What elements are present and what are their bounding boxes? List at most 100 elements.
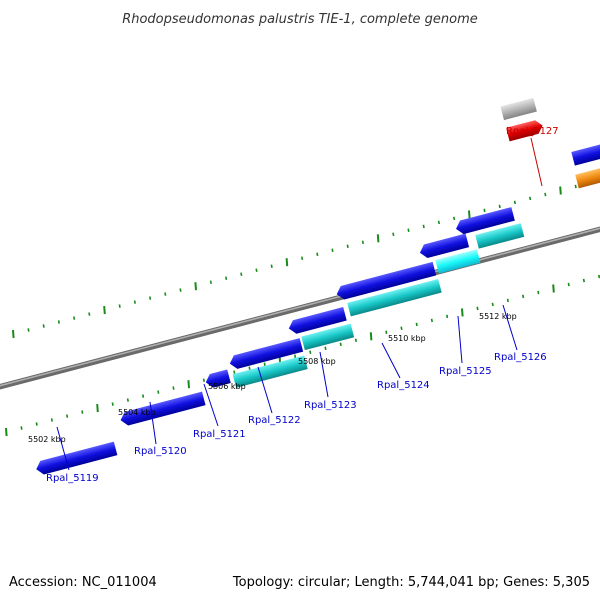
scale-label-5504: 5504 kbp — [118, 408, 156, 417]
tick-mark-forward — [103, 306, 106, 315]
scale-label-5506: 5506 kbp — [208, 382, 246, 391]
tick-mark-reverse — [567, 282, 570, 287]
tick-mark-reverse — [446, 314, 449, 319]
tick-mark-reverse — [35, 422, 38, 426]
gene-label-leaders — [56, 137, 543, 471]
tick-mark-reverse — [369, 332, 373, 341]
tick-mark-forward — [468, 210, 471, 219]
tick-mark-reverse — [96, 404, 99, 413]
tick-mark-forward — [27, 328, 30, 332]
tick-mark-forward — [544, 192, 547, 197]
gene-arrow-orange[interactable] — [575, 164, 600, 189]
tick-mark-forward — [301, 256, 304, 260]
gene-arrow-rpal-5127-red[interactable] — [506, 119, 544, 142]
gene-bar-rpal-5125[interactable] — [435, 249, 481, 274]
tick-mark-forward — [57, 320, 60, 324]
tick-mark-forward — [498, 204, 501, 209]
tick-mark-forward — [164, 292, 167, 296]
tick-mark-reverse — [522, 294, 525, 299]
tick-mark-reverse — [430, 318, 433, 323]
tick-mark-reverse — [598, 274, 600, 279]
tick-mark-reverse — [476, 306, 479, 311]
tick-mark-reverse — [202, 378, 205, 382]
gene-bar-rpal-5126[interactable] — [475, 223, 525, 249]
tick-mark-reverse — [233, 370, 236, 374]
tick-mark-reverse — [187, 380, 190, 389]
tick-mark-forward — [529, 196, 532, 201]
gene-features — [34, 97, 600, 476]
scale-label-5512: 5512 kbp — [479, 312, 517, 321]
tick-mark-forward — [240, 272, 243, 276]
map-title: Rhodopseudomonas palustris TIE-1, comple… — [122, 12, 478, 27]
tick-mark-reverse — [294, 354, 297, 358]
tick-mark-reverse — [552, 284, 555, 293]
scale-label-5508: 5508 kbp — [298, 357, 336, 366]
tick-mark-reverse — [415, 322, 418, 327]
gene-arrow-rpal-5127-grey[interactable] — [500, 97, 537, 121]
tick-mark-reverse — [50, 418, 53, 422]
tick-mark-reverse — [81, 410, 84, 414]
tick-mark-reverse — [263, 362, 266, 366]
tick-mark-reverse — [324, 346, 327, 351]
gene-arrow-blue-right-edge[interactable] — [571, 142, 600, 166]
tick-mark-forward — [225, 276, 228, 280]
accession-text: Accession: NC_011004 — [9, 575, 157, 590]
tick-mark-reverse — [157, 390, 160, 394]
tick-mark-forward — [437, 220, 440, 225]
tick-mark-forward — [88, 312, 91, 316]
gene-arrow-rpal-5121[interactable] — [204, 369, 231, 389]
tick-mark-forward — [559, 186, 562, 195]
tick-mark-reverse — [66, 414, 69, 418]
tick-mark-forward — [513, 200, 516, 205]
tick-mark-reverse — [354, 338, 357, 343]
tick-mark-forward — [453, 216, 456, 221]
tick-mark-forward — [407, 228, 410, 233]
tick-marks-reverse — [5, 274, 600, 437]
tick-mark-forward — [392, 232, 395, 237]
gene-bar-rpal-5124[interactable] — [347, 278, 442, 317]
gene-arrow-rpal-5124[interactable] — [335, 261, 437, 301]
tick-mark-reverse — [385, 330, 388, 335]
tick-mark-forward — [42, 324, 45, 328]
gene-label-rpal-5125[interactable]: Rpal_5125 — [439, 366, 492, 377]
tick-mark-reverse — [111, 402, 114, 406]
gene-label-rpal-5123[interactable]: Rpal_5123 — [304, 400, 357, 411]
tick-mark-forward — [376, 234, 380, 243]
tick-mark-forward — [73, 316, 76, 320]
tick-mark-forward — [12, 329, 15, 339]
tick-mark-reverse — [126, 398, 129, 402]
tick-mark-forward — [331, 248, 334, 253]
tick-mark-reverse — [537, 290, 540, 295]
gene-label-rpal-5120[interactable]: Rpal_5120 — [134, 446, 187, 457]
tick-mark-reverse — [142, 394, 145, 398]
tick-mark-forward — [361, 240, 364, 245]
topology-text: Topology: circular; Length: 5,744,041 bp… — [232, 575, 590, 590]
gene-arrow-rpal-5119[interactable] — [34, 441, 118, 476]
gene-arrow-rpal-5123[interactable] — [287, 307, 347, 335]
gene-arrow-rpal-5122[interactable] — [228, 338, 304, 370]
gene-label-rpal-5121[interactable]: Rpal_5121 — [193, 429, 246, 440]
tick-mark-reverse — [461, 308, 464, 317]
tick-mark-forward — [316, 252, 319, 257]
tick-mark-reverse — [309, 350, 312, 355]
gene-label-rpal-5122[interactable]: Rpal_5122 — [248, 415, 301, 426]
gene-arrow-rpal-5120[interactable] — [119, 391, 206, 427]
tick-mark-reverse — [339, 342, 342, 347]
tick-mark-reverse — [506, 298, 509, 303]
gene-label-rpal-5119[interactable]: Rpal_5119 — [46, 473, 99, 484]
tick-mark-forward — [270, 264, 273, 268]
tick-mark-forward — [149, 296, 152, 300]
gene-bar-rpal-5122[interactable] — [232, 355, 308, 388]
tick-mark-reverse — [582, 278, 585, 283]
tick-mark-reverse — [248, 366, 251, 370]
gene-label-rpal-5127[interactable]: Rpal_5127 — [506, 126, 559, 137]
gene-bar-rpal-5123[interactable] — [301, 323, 355, 351]
scale-label-5502: 5502 kbp — [28, 435, 66, 444]
gene-arrow-rpal-5125[interactable] — [418, 233, 470, 260]
gene-label-rpal-5126[interactable]: Rpal_5126 — [494, 352, 547, 363]
tick-mark-forward — [483, 208, 486, 213]
gene-arrow-rpal-5126[interactable] — [454, 207, 515, 236]
tick-mark-forward — [194, 282, 197, 291]
gene-label-rpal-5124[interactable]: Rpal_5124 — [377, 380, 430, 391]
